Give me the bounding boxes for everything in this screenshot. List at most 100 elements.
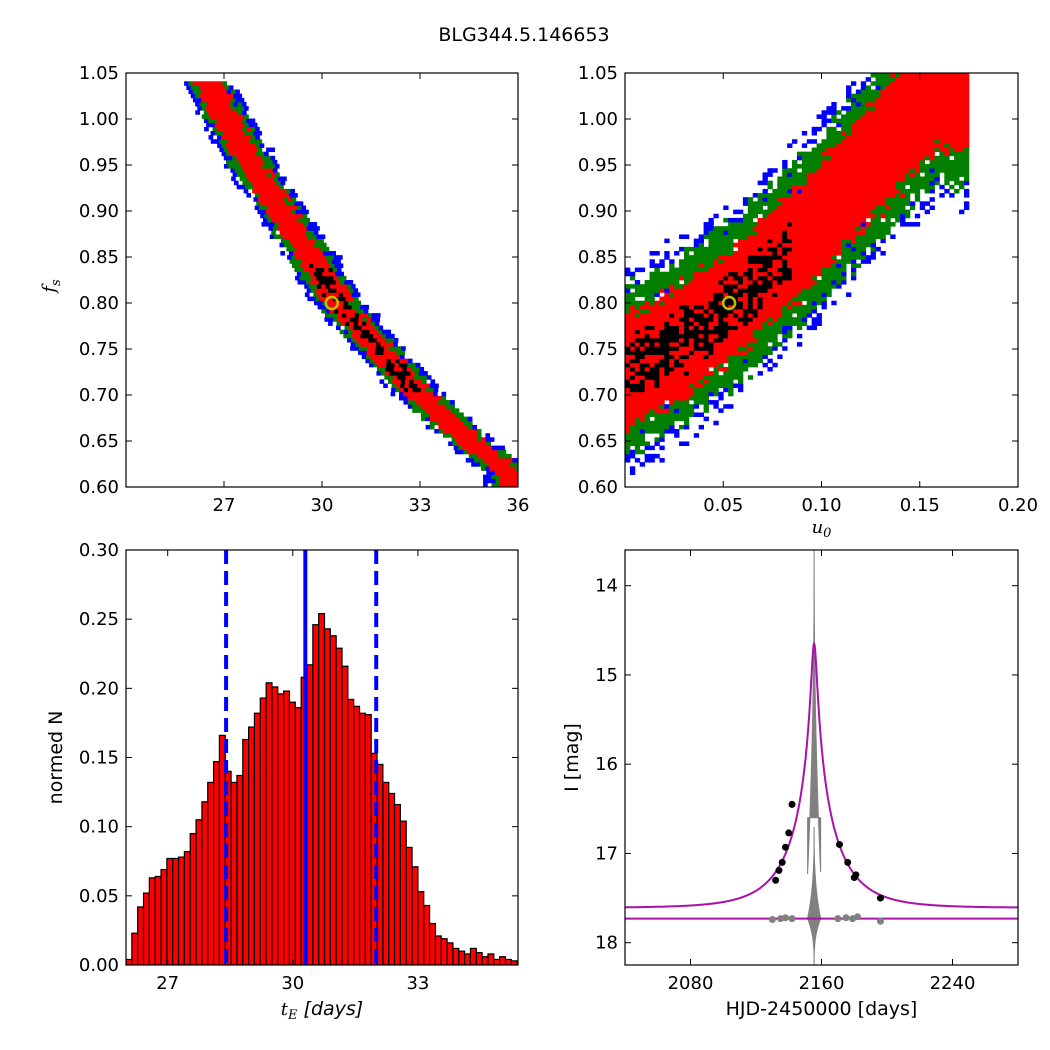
density-cell: [762, 337, 768, 343]
density-cell: [723, 333, 729, 339]
density-cell: [197, 97, 202, 103]
density-cell: [762, 271, 768, 277]
density-cell: [355, 304, 361, 310]
density-cell: [432, 395, 438, 401]
density-cell: [353, 321, 359, 326]
density-cell: [954, 126, 960, 132]
density-cell: [831, 271, 837, 277]
density-cell: [792, 205, 798, 211]
density-cell: [777, 222, 783, 227]
density-cell: [934, 143, 940, 148]
density-cell: [909, 73, 916, 78]
density-cell: [300, 230, 306, 235]
density-cell: [683, 358, 690, 364]
density-cell: [914, 85, 921, 90]
density-cell: [841, 151, 847, 157]
density-cell: [504, 474, 509, 480]
density-cell: [914, 73, 921, 78]
density-cell: [649, 429, 655, 434]
density-cell: [328, 267, 334, 273]
density-cell: [357, 321, 363, 326]
density-cell: [728, 333, 734, 339]
density-cell: [737, 325, 744, 331]
density-cell: [381, 362, 387, 368]
density-cell: [664, 308, 670, 314]
density-cell: [713, 346, 719, 351]
density-cell: [281, 213, 287, 219]
density-cell: [294, 267, 300, 273]
density-cell: [900, 139, 906, 144]
density-cell: [900, 209, 906, 215]
density-cell: [275, 205, 281, 211]
density-cell: [742, 308, 749, 314]
density-cell: [865, 184, 872, 190]
density-cell: [319, 238, 324, 244]
density-cell: [826, 130, 832, 136]
density-cell: [801, 230, 808, 235]
density-cell: [693, 300, 700, 306]
density-cell: [836, 234, 842, 239]
density-cell: [846, 184, 852, 190]
density-cell: [644, 308, 650, 314]
density-cell: [227, 114, 232, 119]
density-cell: [890, 151, 896, 157]
density-cell: [801, 308, 808, 314]
density-cell: [197, 106, 202, 111]
density-cell: [376, 342, 381, 347]
density-cell: [841, 263, 847, 268]
density-cell: [507, 453, 512, 459]
density-cell: [644, 366, 650, 372]
density-cell: [639, 362, 646, 368]
density-cell: [293, 238, 299, 244]
density-cell: [634, 366, 641, 372]
density-cell: [270, 209, 275, 215]
density-cell: [718, 366, 724, 372]
x-tick-label: 0.15: [900, 495, 940, 516]
density-cell: [654, 408, 660, 413]
density-cell: [693, 267, 700, 273]
density-cell: [929, 184, 935, 190]
density-cell: [787, 234, 793, 239]
density-cell: [323, 288, 329, 293]
density-cell: [279, 217, 285, 223]
density-cell: [270, 197, 276, 202]
density-cell: [811, 226, 817, 231]
density-cell: [362, 321, 367, 326]
density-cell: [728, 288, 734, 293]
density-cell: [885, 201, 891, 206]
density-cell: [246, 118, 252, 124]
density-cell: [471, 449, 477, 455]
density-cell: [698, 288, 704, 293]
density-cell: [792, 193, 798, 198]
density-cell: [284, 217, 289, 223]
density-cell: [900, 110, 906, 115]
density-cell: [659, 313, 665, 318]
density-cell: [777, 238, 783, 244]
density-cell: [703, 375, 709, 380]
density-cell: [762, 222, 768, 227]
density-cell: [683, 234, 690, 239]
density-cell: [875, 226, 881, 231]
density-cell: [359, 308, 365, 314]
density-cell: [855, 114, 862, 119]
density-cell: [890, 176, 896, 182]
density-cell: [708, 267, 714, 273]
density-cell: [811, 205, 817, 211]
density-cell: [875, 93, 881, 99]
density-cell: [806, 259, 813, 264]
density-cell: [703, 416, 709, 422]
density-cell: [841, 259, 847, 264]
density-cell: [850, 259, 857, 264]
density-cell: [914, 135, 921, 140]
density-cell: [782, 337, 788, 343]
density-cell: [890, 234, 896, 239]
density-cell: [816, 205, 822, 211]
density-cell: [212, 110, 217, 115]
density-cell: [629, 387, 636, 393]
density-cell: [679, 304, 685, 310]
density-cell: [831, 197, 837, 202]
density-cell: [512, 474, 518, 480]
density-cell: [634, 387, 641, 393]
density-cell: [625, 445, 631, 451]
density-cell: [483, 482, 488, 487]
